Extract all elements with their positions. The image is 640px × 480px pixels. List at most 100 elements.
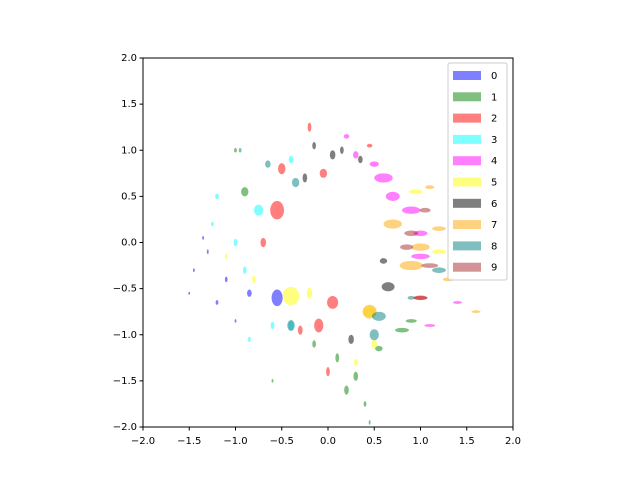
x-tick-label: 2.0 — [505, 436, 521, 447]
ellipse-mark — [366, 143, 373, 148]
ellipse-mark — [282, 286, 300, 306]
ellipse-mark — [343, 134, 350, 139]
ellipse-mark — [432, 226, 446, 231]
ellipse-mark — [297, 325, 303, 335]
ellipse-mark — [369, 329, 379, 341]
ellipse-mark — [307, 122, 312, 132]
ellipse-mark — [247, 289, 252, 297]
y-tick-label: −1.5 — [113, 376, 137, 387]
ellipse-mark — [188, 291, 191, 295]
y-tick-label: 1.5 — [121, 99, 137, 110]
ellipse-mark — [319, 168, 328, 178]
ellipse-mark — [238, 147, 242, 153]
ellipse-mark — [371, 311, 386, 321]
x-tick-label: −1.0 — [223, 436, 247, 447]
ellipse-mark — [302, 173, 308, 183]
ellipse-mark — [314, 318, 324, 333]
ellipse-mark — [260, 237, 267, 248]
ellipse-mark — [312, 141, 316, 150]
legend-swatch — [453, 262, 481, 272]
ellipse-mark — [252, 275, 256, 284]
ellipse-mark — [405, 319, 417, 323]
legend-label: 2 — [491, 114, 497, 125]
ellipse-mark — [421, 263, 439, 268]
ellipse-mark — [413, 295, 428, 301]
y-tick-label: 0.0 — [121, 238, 137, 249]
legend-label: 5 — [491, 178, 497, 189]
ellipse-mark — [242, 266, 247, 274]
ellipse-mark — [407, 296, 415, 300]
x-tick-label: 0.0 — [320, 436, 336, 447]
ellipse-mark — [241, 187, 249, 197]
ellipse-mark — [215, 300, 219, 305]
ellipse-mark — [383, 219, 402, 229]
ellipse-mark — [270, 200, 285, 220]
ellipse-mark — [288, 155, 294, 164]
ellipse-mark — [215, 193, 219, 200]
ellipse-mark — [385, 191, 400, 201]
ellipse-mark — [411, 243, 430, 251]
ellipse-mark — [326, 367, 330, 377]
y-tick-label: −0.5 — [113, 284, 137, 295]
y-tick-label: 2.0 — [121, 53, 137, 64]
legend-label: 1 — [491, 92, 497, 103]
ellipse-mark — [353, 371, 359, 381]
ellipse-mark — [432, 249, 446, 255]
ellipse-mark — [424, 324, 436, 327]
x-tick-label: 1.5 — [459, 436, 475, 447]
ellipse-mark — [234, 147, 237, 153]
ellipse-mark — [224, 253, 228, 260]
ellipse-mark — [329, 150, 336, 160]
ellipse-mark — [363, 401, 367, 407]
legend-swatch — [453, 220, 481, 230]
ellipse-mark — [395, 327, 409, 333]
ellipse-mark — [348, 334, 354, 344]
ellipse-mark — [233, 238, 238, 247]
ellipse-mark — [287, 319, 295, 332]
ellipse-mark — [419, 207, 431, 213]
ellipse-mark — [374, 173, 393, 183]
legend-swatch — [453, 198, 481, 208]
ellipse-mark — [202, 236, 205, 240]
ellipse-mark — [210, 221, 214, 227]
ellipse-mark — [368, 420, 371, 425]
x-tick-label: 0.5 — [366, 436, 382, 447]
ellipse-mark — [327, 296, 339, 309]
y-tick-label: 0.5 — [121, 191, 137, 202]
ellipse-mark — [353, 358, 358, 367]
ellipse-mark — [432, 267, 446, 273]
x-tick-label: −2.0 — [131, 436, 155, 447]
ellipse-mark — [247, 336, 251, 343]
ellipse-mark — [306, 287, 313, 299]
plot-area — [188, 122, 481, 425]
ellipse-mark — [425, 185, 435, 189]
ellipse-mark — [352, 151, 359, 159]
ellipse-mark — [234, 319, 237, 323]
ellipse-mark — [371, 339, 378, 349]
legend-swatch — [453, 156, 481, 166]
ellipse-mark — [400, 244, 414, 250]
ellipse-mark — [270, 321, 275, 330]
y-tick-label: −2.0 — [113, 422, 137, 433]
legend-label: 7 — [491, 220, 497, 231]
ellipse-mark — [340, 146, 344, 154]
x-tick-label: −0.5 — [270, 436, 294, 447]
ellipse-mark — [335, 353, 340, 363]
ellipse-mark — [291, 177, 300, 188]
ellipse-mark — [344, 385, 349, 395]
ellipse-mark — [375, 345, 383, 352]
ellipse-mark — [411, 253, 430, 260]
y-tick-label: 1.0 — [121, 145, 137, 156]
ellipse-mark — [312, 340, 316, 348]
ellipse-mark — [206, 249, 209, 255]
legend-swatch — [453, 177, 481, 187]
ellipse-mark — [404, 230, 419, 237]
ellipse-mark — [254, 204, 264, 216]
ellipse-mark — [381, 282, 395, 292]
legend-label: 8 — [491, 241, 497, 252]
legend-label: 9 — [491, 263, 497, 274]
x-tick-label: −1.5 — [177, 436, 201, 447]
x-tick-label: 1.0 — [413, 436, 429, 447]
legend-swatch — [453, 241, 481, 251]
